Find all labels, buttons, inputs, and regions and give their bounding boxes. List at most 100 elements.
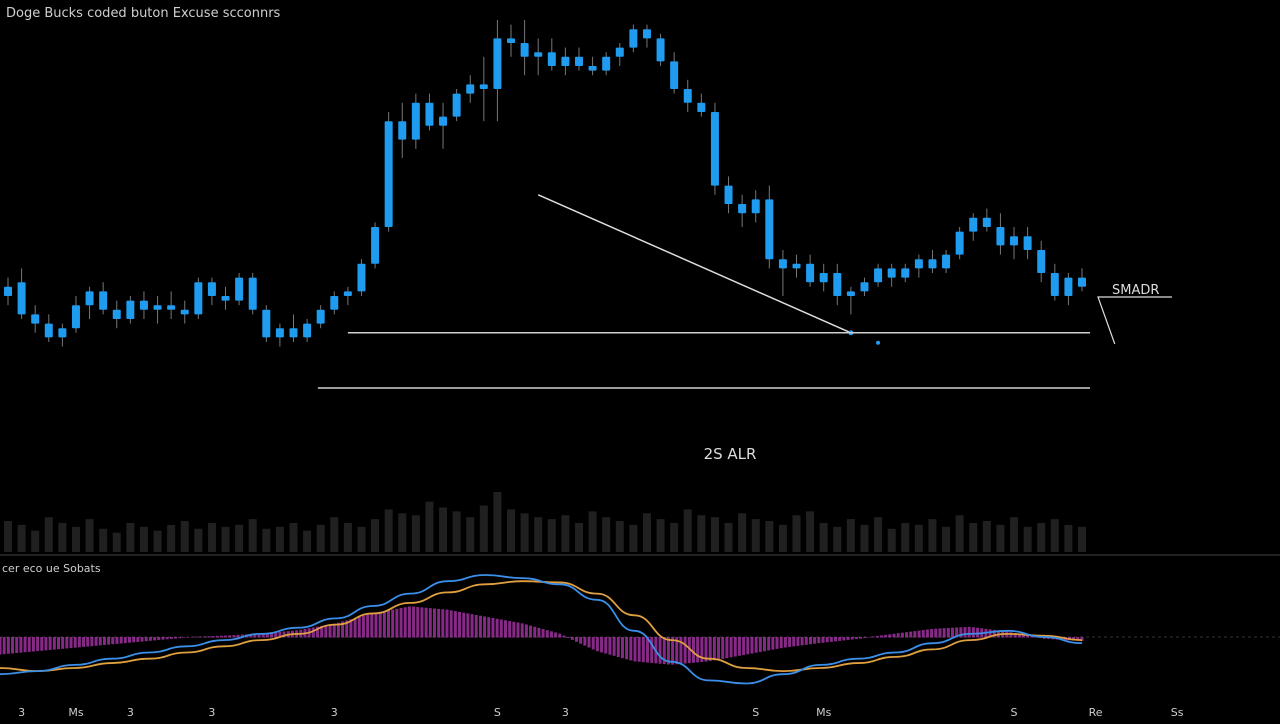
candle-body [1064, 277, 1073, 296]
candle-body [792, 263, 801, 269]
volume-bar [343, 522, 352, 552]
candle-body [71, 305, 80, 329]
candles [4, 20, 1086, 347]
volume-bar [1050, 519, 1059, 552]
x-tick-label: 3 [18, 706, 25, 719]
volume-bar [303, 530, 312, 552]
volume-bar [289, 522, 298, 552]
atr-label: 2S ALR [704, 445, 757, 463]
volume-bars [4, 492, 1086, 552]
candle-body [833, 273, 842, 296]
candle-body [126, 300, 135, 319]
volume-bar [860, 524, 869, 552]
volume-bar [738, 513, 747, 552]
volume-bar [928, 519, 937, 552]
candle-body [153, 305, 162, 310]
volume-bar [765, 521, 774, 552]
candle-body [411, 102, 420, 140]
candle-body [574, 56, 583, 66]
candle-body [112, 309, 121, 319]
volume-bar [31, 530, 40, 552]
chart-title: Doge Bucks coded buton Excuse scconnrs [6, 6, 281, 21]
candle-body [1078, 277, 1086, 287]
volume-bar [262, 528, 271, 552]
volume-bar [479, 505, 488, 552]
volume-bar [248, 519, 257, 552]
candle-body [928, 259, 937, 269]
x-tick-label: 3 [208, 706, 215, 719]
volume-bar [996, 524, 1005, 552]
candle-body [942, 254, 951, 269]
volume-bar [602, 517, 611, 552]
candle-body [17, 282, 26, 315]
candle-body [207, 282, 216, 296]
volume-bar [4, 521, 12, 552]
volume-bar [520, 513, 529, 552]
candle-body [765, 199, 774, 260]
candle-body [1050, 273, 1059, 296]
volume-bar [806, 511, 815, 552]
candle-body [819, 273, 828, 283]
volume-bar [493, 492, 502, 552]
x-tick-label: 3 [127, 706, 134, 719]
candle-body [724, 185, 733, 204]
candle-body [901, 268, 910, 278]
volume-bar [588, 511, 597, 552]
candle-body [99, 291, 108, 310]
candle-body [615, 47, 624, 57]
volume-bar [547, 519, 556, 552]
volume-bar [1064, 524, 1073, 552]
volume-bar [398, 513, 407, 552]
candle-body [439, 116, 448, 126]
volume-bar [778, 524, 787, 552]
candle-body [180, 309, 189, 315]
candle-body [1037, 250, 1046, 273]
candle-body [602, 56, 611, 71]
candle-body [846, 291, 855, 296]
candle-body [914, 259, 923, 269]
volume-bar [58, 522, 67, 552]
volume-bar [207, 522, 216, 552]
volume-bar [507, 509, 516, 552]
volume-bar [534, 517, 543, 552]
candle-body [58, 328, 67, 338]
x-tick-label: 3 [331, 706, 338, 719]
volume-bar [1010, 517, 1019, 552]
volume-bar [126, 522, 135, 552]
candle-body [507, 38, 516, 43]
x-tick-label: Ms [68, 706, 83, 719]
candle-body [452, 93, 461, 117]
candle-body [751, 199, 760, 214]
overlays [317, 194, 1172, 389]
candle-body [670, 61, 679, 89]
volume-bar [384, 509, 393, 552]
volume-bar [17, 524, 26, 552]
candle-body [656, 38, 665, 62]
candle-body [139, 300, 148, 310]
volume-bar [153, 530, 162, 552]
volume-bar [901, 522, 910, 552]
candle-body [887, 268, 896, 278]
volume-bar [330, 517, 339, 552]
volume-bar [697, 515, 706, 552]
candle-body [357, 263, 366, 292]
volume-bar [819, 522, 828, 552]
candle-body [547, 52, 556, 66]
candle-body [683, 89, 692, 103]
volume-bar [167, 524, 176, 552]
smadr-label: SMADR [1112, 283, 1159, 298]
candle-body [343, 291, 352, 296]
candle-body [398, 121, 407, 140]
volume-bar [44, 517, 53, 552]
x-tick-label: Re [1089, 706, 1103, 719]
candle-body [588, 66, 597, 71]
volume-bar [751, 519, 760, 552]
indicator-panel [0, 574, 1280, 685]
indicator-label: cer eco ue Sobats [2, 562, 101, 575]
x-axis: 3 Ms 3 3 3 S 3 S Ms S Re Ss [18, 706, 1184, 719]
candle-body [194, 282, 203, 315]
candle-body [384, 121, 393, 227]
candle-body [425, 102, 434, 126]
volume-bar [792, 515, 801, 552]
